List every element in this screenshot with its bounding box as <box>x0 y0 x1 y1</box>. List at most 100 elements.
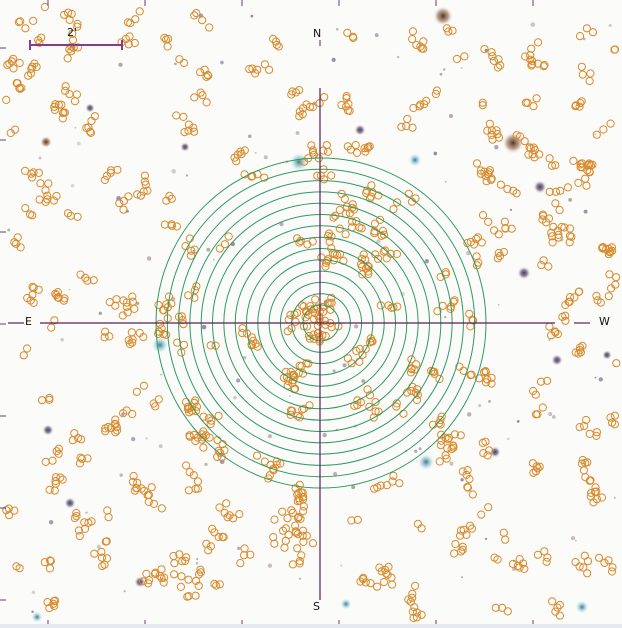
catalog-source-circle <box>189 471 198 480</box>
catalog-source-circle <box>137 484 146 493</box>
catalog-source-circle <box>548 597 557 606</box>
catalog-source-circle <box>580 421 589 431</box>
catalog-source-circle <box>342 94 351 103</box>
catalog-source-circle <box>150 569 160 579</box>
catalog-source-circle <box>462 530 471 539</box>
catalog-source-circle <box>451 539 460 549</box>
catalog-source-circle <box>225 511 234 520</box>
catalog-source-circle <box>83 276 92 285</box>
faint-star <box>146 256 152 261</box>
bright-star <box>575 600 589 614</box>
catalog-source-circle <box>49 599 58 609</box>
catalog-source-circle <box>58 114 67 123</box>
catalog-source-circle <box>359 250 368 259</box>
catalog-source-circle <box>196 88 205 97</box>
catalog-source-circle <box>140 177 149 186</box>
catalog-source-circle <box>481 171 490 180</box>
catalog-source-circle <box>540 61 549 70</box>
catalog-source-circle <box>37 33 46 42</box>
catalog-source-circle <box>84 123 93 132</box>
faint-star <box>574 539 577 542</box>
catalog-source-circle <box>37 396 47 405</box>
faint-star <box>374 33 379 37</box>
catalog-source-circle <box>581 174 590 183</box>
faint-star <box>158 444 163 449</box>
catalog-source-circle <box>485 166 494 175</box>
faint-star <box>118 62 123 67</box>
catalog-source-circle <box>379 578 388 587</box>
catalog-source-circle <box>582 415 591 425</box>
catalog-source-circle <box>540 547 549 556</box>
catalog-source-circle <box>480 368 489 377</box>
catalog-source-circle <box>431 89 440 99</box>
catalog-source-circle <box>27 173 37 182</box>
faint-star <box>594 133 597 136</box>
catalog-source-circle <box>198 16 207 25</box>
faint-star <box>494 145 499 150</box>
catalog-source-circle <box>442 24 451 33</box>
catalog-source-circle <box>298 110 307 119</box>
catalog-source-circle <box>404 595 413 604</box>
catalog-source-circle <box>140 171 149 180</box>
catalog-source-circle <box>16 17 25 26</box>
catalog-source-circle <box>480 45 489 54</box>
catalog-source-circle <box>210 579 219 588</box>
catalog-source-circle <box>427 366 436 375</box>
catalog-source-circle <box>223 513 232 522</box>
catalog-source-circle <box>356 577 365 586</box>
catalog-source-circle <box>450 549 459 558</box>
faint-star <box>448 113 454 119</box>
catalog-source-circle <box>274 42 283 51</box>
catalog-source-circle <box>248 64 257 73</box>
catalog-source-circle <box>537 261 546 270</box>
catalog-source-circle <box>483 451 492 460</box>
catalog-source-circle <box>182 461 191 470</box>
catalog-source-circle <box>54 449 63 458</box>
catalog-source-circle <box>582 24 592 33</box>
scale-bar-label: 2' <box>67 26 78 39</box>
catalog-source-circle <box>571 101 581 110</box>
catalog-source-circle <box>173 338 182 347</box>
catalog-source-circle <box>345 209 354 218</box>
catalog-source-circle <box>329 213 338 222</box>
catalog-source-circle <box>586 161 596 170</box>
bright-star <box>31 611 43 623</box>
catalog-source-circle <box>452 54 461 64</box>
catalog-source-circle <box>608 563 617 572</box>
catalog-source-circle <box>365 391 375 400</box>
catalog-source-circle <box>358 350 367 359</box>
bright-star <box>40 136 52 148</box>
catalog-source-circle <box>441 270 450 279</box>
catalog-source-circle <box>52 290 61 300</box>
catalog-source-circle <box>29 16 38 25</box>
catalog-source-circle <box>509 186 518 195</box>
bright-star <box>417 453 435 471</box>
catalog-source-circle <box>408 607 417 616</box>
catalog-source-circle <box>279 526 288 535</box>
catalog-source-circle <box>54 444 64 453</box>
catalog-source-circle <box>579 563 588 572</box>
catalog-source-circle <box>412 613 421 622</box>
catalog-source-circle <box>608 246 617 255</box>
catalog-source-circle <box>253 65 262 74</box>
catalog-source-circle <box>105 332 114 341</box>
catalog-source-circle <box>305 401 314 410</box>
catalog-source-circle <box>543 376 552 385</box>
catalog-source-circle <box>245 65 254 74</box>
catalog-source-circle <box>189 123 198 132</box>
catalog-source-circle <box>349 33 358 43</box>
catalog-source-circle <box>12 562 21 571</box>
bright-star <box>289 152 309 172</box>
faint-star <box>298 577 302 580</box>
catalog-source-circle <box>364 142 373 151</box>
catalog-source-circle <box>415 102 424 111</box>
catalog-source-circle <box>364 269 373 279</box>
catalog-source-circle <box>58 475 67 484</box>
catalog-source-circle <box>295 238 304 247</box>
catalog-source-circle <box>236 559 245 568</box>
catalog-source-circle <box>476 166 485 175</box>
catalog-source-circle <box>100 175 110 185</box>
catalog-source-circle <box>556 186 565 195</box>
